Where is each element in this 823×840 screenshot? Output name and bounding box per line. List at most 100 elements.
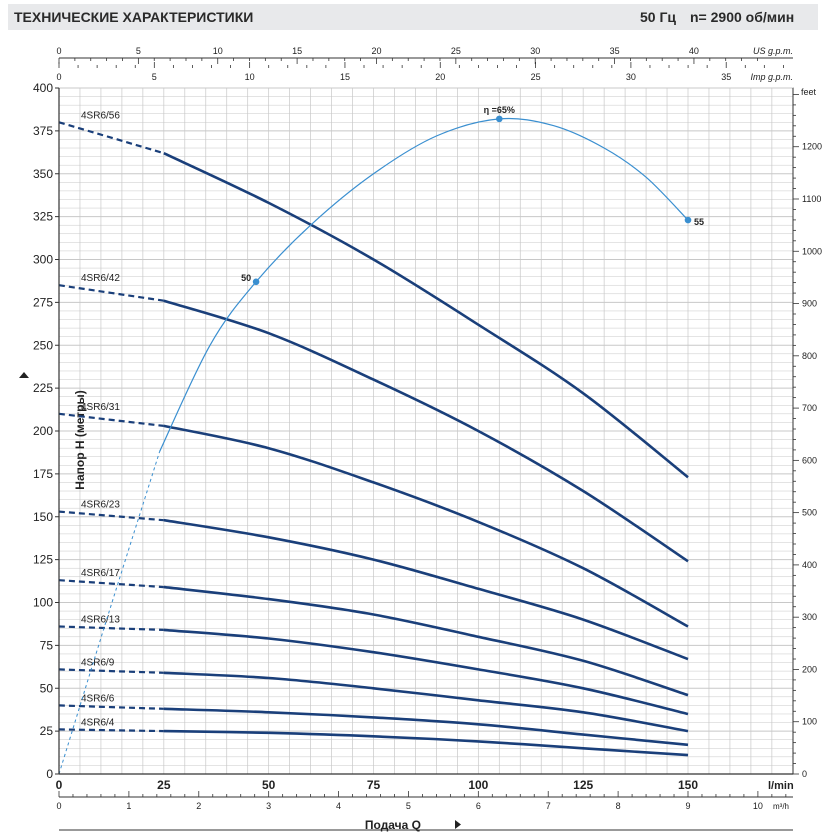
right-tick-label: 100 bbox=[802, 717, 817, 727]
y-axis-arrow-icon bbox=[19, 372, 29, 378]
frequency-label: 50 Гц bbox=[640, 9, 677, 25]
top-us-tick-label: 35 bbox=[610, 46, 620, 56]
curve-dashed-4SR6/23 bbox=[58, 510, 164, 522]
left-tick-label: 150 bbox=[33, 510, 53, 524]
right-tick-label: 1100 bbox=[802, 194, 821, 204]
series-label: 4SR6/42 bbox=[81, 273, 120, 284]
bottom-m3h-tick-label: 7 bbox=[546, 801, 551, 811]
curve-4SR6/6 bbox=[163, 707, 689, 747]
curve-4SR6/56 bbox=[163, 152, 689, 479]
bottom-lmin-tick-label: 75 bbox=[367, 778, 381, 792]
curve-dashed-4SR6/56 bbox=[58, 121, 165, 155]
curve-4SR6/42 bbox=[163, 299, 689, 563]
curve-dashed-4SR6/17 bbox=[58, 579, 164, 589]
efficiency-curve-dashed bbox=[58, 451, 161, 775]
left-tick-label: 325 bbox=[33, 210, 53, 224]
top-us-tick-label: 20 bbox=[371, 46, 381, 56]
top-us-tick-label: 40 bbox=[689, 46, 699, 56]
speed-label: n= 2900 об/мин bbox=[690, 9, 795, 25]
bottom-lmin-unit: l/min bbox=[768, 780, 794, 792]
x-axis-arrow-icon bbox=[455, 820, 461, 829]
y-axis-label: Напор H (метры) bbox=[73, 390, 87, 489]
series-label: 4SR6/4 bbox=[81, 717, 115, 728]
right-tick-label: 600 bbox=[802, 455, 817, 465]
bottom-lmin-tick-label: 150 bbox=[678, 778, 698, 792]
left-tick-label: 75 bbox=[40, 638, 54, 652]
bottom-m3h-tick-label: 1 bbox=[126, 801, 131, 811]
curve-dashed-4SR6/42 bbox=[58, 284, 164, 302]
left-tick-label: 375 bbox=[33, 124, 53, 138]
bottom-lmin-tick-label: 25 bbox=[157, 778, 171, 792]
curve-dashed-4SR6/31 bbox=[58, 412, 164, 427]
top-imp-tick-label: 0 bbox=[56, 72, 61, 82]
right-tick-label: 300 bbox=[802, 612, 817, 622]
bottom-m3h-tick-label: 9 bbox=[685, 801, 690, 811]
top-us-tick-label: 5 bbox=[136, 46, 141, 56]
left-tick-label: 125 bbox=[33, 553, 53, 567]
top-imp-tick-label: 10 bbox=[245, 72, 255, 82]
right-axis-unit: feet bbox=[801, 87, 817, 97]
left-tick-label: 25 bbox=[40, 724, 54, 738]
left-tick-label: 350 bbox=[33, 167, 53, 181]
bottom-lmin-tick-label: 50 bbox=[262, 778, 276, 792]
efficiency-curve bbox=[159, 117, 689, 452]
right-tick-label: 1200 bbox=[802, 142, 822, 152]
bottom-m3h-tick-label: 5 bbox=[406, 801, 411, 811]
curve-dashed-4SR6/9 bbox=[58, 668, 164, 674]
left-tick-label: 275 bbox=[33, 295, 53, 309]
right-tick-label: 700 bbox=[802, 403, 817, 413]
curve-4SR6/13 bbox=[163, 628, 689, 716]
curve-dashed-4SR6/6 bbox=[58, 704, 164, 710]
bottom-m3h-tick-label: 8 bbox=[616, 801, 621, 811]
header-bar: ТЕХНИЧЕСКИЕ ХАРАКТЕРИСТИКИ 50 Гц n= 2900… bbox=[8, 4, 818, 30]
efficiency-marker bbox=[496, 115, 503, 123]
bottom-m3h-tick-label: 3 bbox=[266, 801, 271, 811]
left-tick-label: 225 bbox=[33, 381, 53, 395]
curve-dashed-4SR6/4 bbox=[58, 728, 164, 733]
left-tick-label: 300 bbox=[33, 253, 53, 267]
top-imp-unit: Imp g.p.m. bbox=[750, 72, 793, 82]
top-imp-tick-label: 5 bbox=[152, 72, 157, 82]
series-label: 4SR6/13 bbox=[81, 615, 120, 626]
bottom-lmin-tick-label: 100 bbox=[468, 778, 488, 792]
top-imp-tick-label: 25 bbox=[531, 72, 541, 82]
right-tick-label: 800 bbox=[802, 351, 817, 361]
curve-4SR6/23 bbox=[163, 518, 689, 661]
bottom-lmin-tick-label: 0 bbox=[56, 778, 63, 792]
left-tick-label: 175 bbox=[33, 467, 53, 481]
bottom-lmin-tick-label: 125 bbox=[573, 778, 593, 792]
series-label: 4SR6/17 bbox=[81, 568, 120, 579]
top-us-unit: US g.p.m. bbox=[753, 46, 793, 56]
curve-4SR6/31 bbox=[163, 424, 689, 628]
efficiency-marker bbox=[684, 216, 692, 224]
bottom-m3h-tick-label: 10 bbox=[753, 801, 763, 811]
top-us-tick-label: 15 bbox=[292, 46, 302, 56]
curve-4SR6/4 bbox=[163, 729, 689, 757]
top-us-tick-label: 10 bbox=[213, 46, 223, 56]
top-imp-tick-label: 35 bbox=[721, 72, 731, 82]
right-tick-label: 900 bbox=[802, 299, 817, 309]
top-imp-tick-label: 15 bbox=[340, 72, 350, 82]
series-label: 4SR6/9 bbox=[81, 657, 115, 668]
bottom-m3h-tick-label: 2 bbox=[196, 801, 201, 811]
left-tick-label: 400 bbox=[33, 81, 53, 95]
left-tick-label: 200 bbox=[33, 424, 53, 438]
series-label: 4SR6/23 bbox=[81, 500, 120, 511]
left-tick-label: 50 bbox=[40, 681, 54, 695]
efficiency-marker-label: 50 bbox=[241, 273, 251, 283]
right-tick-label: 0 bbox=[802, 769, 807, 779]
bottom-m3h-unit: m³/h bbox=[773, 802, 789, 811]
left-tick-label: 100 bbox=[33, 596, 53, 610]
left-tick-label: 0 bbox=[46, 767, 53, 781]
curve-dashed-4SR6/13 bbox=[58, 625, 164, 631]
left-tick-label: 250 bbox=[33, 338, 53, 352]
series-label: 4SR6/31 bbox=[81, 402, 120, 413]
right-tick-label: 200 bbox=[802, 664, 817, 674]
top-us-tick-label: 25 bbox=[451, 46, 461, 56]
x-axis-label: Подача Q bbox=[365, 818, 421, 832]
curve-4SR6/9 bbox=[163, 671, 689, 733]
top-us-tick-label: 30 bbox=[530, 46, 540, 56]
curve-4SR6/17 bbox=[163, 585, 689, 697]
series-label: 4SR6/6 bbox=[81, 693, 115, 704]
right-tick-label: 500 bbox=[802, 508, 817, 518]
